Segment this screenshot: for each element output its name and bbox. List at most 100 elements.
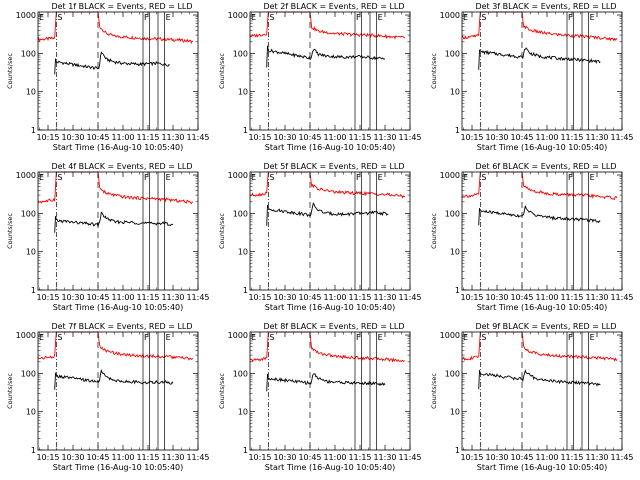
x-tick-label: 10:30 bbox=[273, 453, 296, 462]
plot-frame bbox=[461, 11, 623, 131]
y-tick-label: 100 bbox=[233, 49, 248, 58]
marker-label: S bbox=[57, 13, 62, 22]
marker-label: F bbox=[568, 173, 573, 182]
x-tick-label: 11:45 bbox=[186, 293, 209, 302]
x-tick-label: 10:30 bbox=[485, 133, 508, 142]
marker-label: E bbox=[378, 333, 383, 342]
y-axis-label: Counts/sec bbox=[430, 373, 438, 409]
plot-frame bbox=[461, 171, 623, 291]
y-tick-label: 10 bbox=[238, 248, 248, 257]
events-series-line bbox=[478, 47, 601, 70]
y-axis-label: Counts/sec bbox=[430, 53, 438, 89]
x-tick-label: 10:15 bbox=[36, 453, 59, 462]
y-tick-label: 1 bbox=[243, 446, 248, 455]
x-tick-label: 10:45 bbox=[298, 133, 321, 142]
chart-panel: Det 6f BLACK = Events, RED = LLD Counts/s… bbox=[430, 162, 634, 312]
y-tick-label: 1 bbox=[31, 286, 36, 295]
x-tick-label: 11:15 bbox=[136, 453, 159, 462]
x-tick-label: 10:45 bbox=[510, 293, 533, 302]
y-tick-label: 1 bbox=[243, 126, 248, 135]
chart-panel: Det 7f BLACK = Events, RED = LLD Counts/s… bbox=[6, 322, 210, 472]
x-tick-label: 10:45 bbox=[298, 453, 321, 462]
x-tick-label: 11:15 bbox=[560, 133, 583, 142]
x-tick-label: 11:15 bbox=[560, 293, 583, 302]
x-tick-label: 11:45 bbox=[398, 453, 421, 462]
x-tick-label: 10:15 bbox=[248, 133, 271, 142]
x-tick-label: 11:00 bbox=[111, 293, 134, 302]
chart-title: Det 4f BLACK = Events, RED = LLD bbox=[51, 162, 192, 171]
y-tick-label: 100 bbox=[21, 49, 36, 58]
y-tick-label: 100 bbox=[21, 369, 36, 378]
plot-frame bbox=[37, 11, 199, 131]
x-tick-label: 11:45 bbox=[186, 453, 209, 462]
marker-label: F bbox=[144, 173, 149, 182]
x-tick-label: 11:00 bbox=[323, 453, 346, 462]
x-tick-label: 11:00 bbox=[535, 293, 558, 302]
y-tick-label: 10 bbox=[238, 88, 248, 97]
x-tick-label: 10:15 bbox=[460, 293, 483, 302]
x-tick-label: 10:30 bbox=[61, 453, 84, 462]
x-tick-label: 11:45 bbox=[610, 133, 633, 142]
y-tick-label: 10 bbox=[450, 248, 460, 257]
y-tick-label: 1000 bbox=[440, 171, 460, 180]
x-axis-label: Start Time (16-Aug-10 10:05:40) bbox=[477, 463, 608, 472]
chart-panel: Det 9f BLACK = Events, RED = LLD Counts/s… bbox=[430, 322, 634, 472]
y-tick-label: 100 bbox=[233, 209, 248, 218]
marker-label: E bbox=[590, 13, 595, 22]
x-tick-label: 11:30 bbox=[373, 453, 396, 462]
marker-label: F bbox=[144, 13, 149, 22]
events-series-line bbox=[266, 373, 386, 392]
x-tick-label: 11:30 bbox=[161, 133, 184, 142]
marker-label: S bbox=[269, 13, 274, 22]
y-tick-label: 1 bbox=[31, 446, 36, 455]
events-series-line bbox=[266, 202, 389, 226]
y-axis-label: Counts/sec bbox=[6, 53, 14, 89]
y-tick-label: 10 bbox=[450, 88, 460, 97]
x-tick-label: 11:15 bbox=[136, 293, 159, 302]
chart-title: Det 2f BLACK = Events, RED = LLD bbox=[263, 2, 404, 11]
marker-label: E bbox=[590, 173, 595, 182]
marker-label: S bbox=[481, 173, 486, 182]
y-tick-label: 1000 bbox=[440, 11, 460, 20]
y-tick-label: 10 bbox=[26, 248, 36, 257]
y-tick-label: 1000 bbox=[16, 331, 36, 340]
y-tick-label: 100 bbox=[445, 369, 460, 378]
y-tick-label: 10 bbox=[26, 88, 36, 97]
marker-label: E bbox=[166, 173, 171, 182]
x-tick-label: 11:30 bbox=[585, 133, 608, 142]
x-tick-label: 10:15 bbox=[460, 453, 483, 462]
chart-panel: Det 5f BLACK = Events, RED = LLD Counts/s… bbox=[218, 162, 422, 312]
marker-label: E bbox=[166, 333, 171, 342]
x-tick-label: 10:15 bbox=[248, 293, 271, 302]
chart-panel: Det 2f BLACK = Events, RED = LLD Counts/s… bbox=[218, 2, 422, 152]
y-tick-label: 100 bbox=[445, 209, 460, 218]
x-tick-label: 10:45 bbox=[86, 133, 109, 142]
y-tick-label: 100 bbox=[445, 49, 460, 58]
x-axis-label: Start Time (16-Aug-10 10:05:40) bbox=[265, 143, 396, 152]
x-axis-label: Start Time (16-Aug-10 10:05:40) bbox=[265, 463, 396, 472]
y-axis-label: Counts/sec bbox=[430, 213, 438, 249]
y-tick-label: 10 bbox=[238, 408, 248, 417]
x-axis-label: Start Time (16-Aug-10 10:05:40) bbox=[265, 303, 396, 312]
x-tick-label: 11:15 bbox=[560, 453, 583, 462]
y-axis-label: Counts/sec bbox=[218, 53, 226, 89]
chart-title: Det 1f BLACK = Events, RED = LLD bbox=[51, 2, 192, 11]
y-axis-label: Counts/sec bbox=[6, 213, 14, 249]
x-axis-label: Start Time (16-Aug-10 10:05:40) bbox=[53, 303, 184, 312]
marker-label: E bbox=[166, 13, 171, 22]
chart-title: Det 8f BLACK = Events, RED = LLD bbox=[263, 322, 404, 331]
marker-label: E bbox=[378, 13, 383, 22]
x-tick-label: 11:45 bbox=[398, 133, 421, 142]
marker-label: S bbox=[269, 333, 274, 342]
x-tick-label: 11:45 bbox=[610, 453, 633, 462]
x-tick-label: 10:30 bbox=[61, 293, 84, 302]
x-tick-label: 10:30 bbox=[485, 453, 508, 462]
plot-frame bbox=[37, 171, 199, 291]
events-series-line bbox=[478, 205, 601, 226]
x-axis-label: Start Time (16-Aug-10 10:05:40) bbox=[53, 463, 184, 472]
marker-label: E bbox=[251, 13, 256, 22]
x-tick-label: 10:15 bbox=[36, 133, 59, 142]
marker-label: F bbox=[356, 173, 361, 182]
x-tick-label: 11:45 bbox=[610, 293, 633, 302]
chart-title: Det 9f BLACK = Events, RED = LLD bbox=[475, 322, 616, 331]
